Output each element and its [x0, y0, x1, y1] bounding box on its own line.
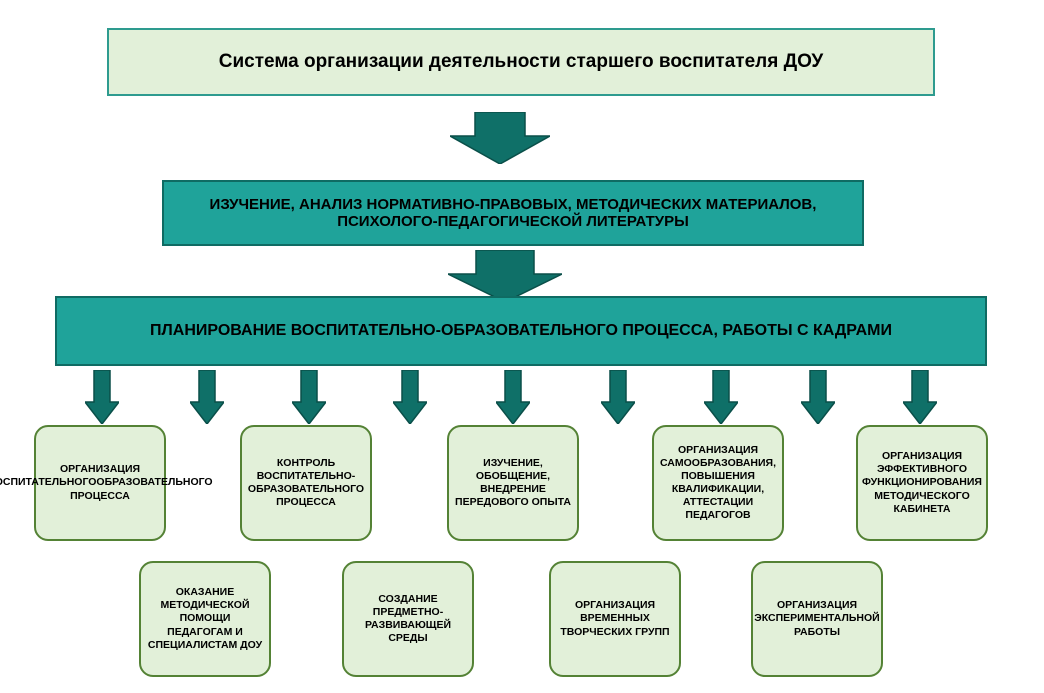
branch-arrow-6 — [704, 370, 738, 424]
row2-leaf-0-label: ОКАЗАНИЕ МЕТОДИЧЕСКОЙ ПОМОЩИ ПЕДАГОГАМ И… — [147, 586, 263, 652]
row2-leaf-0: ОКАЗАНИЕ МЕТОДИЧЕСКОЙ ПОМОЩИ ПЕДАГОГАМ И… — [139, 561, 271, 677]
branch-arrow-8 — [903, 370, 937, 424]
arrow-study-to-planning — [448, 250, 562, 302]
row1-leaf-2-label: ИЗУЧЕНИЕ, ОБОБЩЕНИЕ, ВНЕДРЕНИЕ ПЕРЕДОВОГ… — [455, 457, 571, 510]
branch-arrow-0 — [85, 370, 119, 424]
arrow-title-to-study — [450, 112, 550, 164]
row1-leaf-3-label: ОРГАНИЗАЦИЯ САМООБРАЗОВАНИЯ, ПОВЫШЕНИЯ К… — [660, 444, 776, 523]
row1-leaf-1-label: КОНТРОЛЬ ВОСПИТАТЕЛЬНО-ОБРАЗОВАТЕЛЬНОГО … — [248, 457, 364, 510]
branch-arrow-5 — [601, 370, 635, 424]
planning-text: ПЛАНИРОВАНИЕ ВОСПИТАТЕЛЬНО-ОБРАЗОВАТЕЛЬН… — [150, 322, 892, 340]
row2-leaf-2: ОРГАНИЗАЦИЯ ВРЕМЕННЫХ ТВОРЧЕСКИХ ГРУПП — [549, 561, 681, 677]
branch-arrow-2 — [292, 370, 326, 424]
planning-box: ПЛАНИРОВАНИЕ ВОСПИТАТЕЛЬНО-ОБРАЗОВАТЕЛЬН… — [55, 296, 987, 366]
row1-leaf-1: КОНТРОЛЬ ВОСПИТАТЕЛЬНО-ОБРАЗОВАТЕЛЬНОГО … — [240, 425, 372, 541]
branch-arrow-1 — [190, 370, 224, 424]
row1-leaf-0-label: ОРГАНИЗАЦИЯ ВОСПИТАТЕЛЬНОГООБРАЗОВАТЕЛЬН… — [0, 463, 213, 502]
row1-leaf-4: ОРГАНИЗАЦИЯ ЭФФЕКТИВНОГО ФУНКЦИОНИРОВАНИ… — [856, 425, 988, 541]
title-text: Система организации деятельности старшег… — [219, 51, 824, 73]
branch-arrow-4 — [496, 370, 530, 424]
row2-leaf-1-label: СОЗДАНИЕ ПРЕДМЕТНО-РАЗВИВАЮЩЕЙ СРЕДЫ — [350, 593, 466, 646]
study-analysis-box: ИЗУЧЕНИЕ, АНАЛИЗ НОРМАТИВНО-ПРАВОВЫХ, МЕ… — [162, 180, 864, 246]
title-box: Система организации деятельности старшег… — [107, 28, 935, 96]
study-analysis-text: ИЗУЧЕНИЕ, АНАЛИЗ НОРМАТИВНО-ПРАВОВЫХ, МЕ… — [170, 196, 856, 230]
row1-leaf-0: ОРГАНИЗАЦИЯ ВОСПИТАТЕЛЬНОГООБРАЗОВАТЕЛЬН… — [34, 425, 166, 541]
branch-arrow-7 — [801, 370, 835, 424]
row1-leaf-2: ИЗУЧЕНИЕ, ОБОБЩЕНИЕ, ВНЕДРЕНИЕ ПЕРЕДОВОГ… — [447, 425, 579, 541]
branch-arrow-3 — [393, 370, 427, 424]
row2-leaf-3-label: ОРГАНИЗАЦИЯ ЭКСПЕРИМЕНТАЛЬНОЙ РАБОТЫ — [754, 599, 879, 638]
row1-leaf-4-label: ОРГАНИЗАЦИЯ ЭФФЕКТИВНОГО ФУНКЦИОНИРОВАНИ… — [862, 450, 982, 516]
row2-leaf-3: ОРГАНИЗАЦИЯ ЭКСПЕРИМЕНТАЛЬНОЙ РАБОТЫ — [751, 561, 883, 677]
row2-leaf-1: СОЗДАНИЕ ПРЕДМЕТНО-РАЗВИВАЮЩЕЙ СРЕДЫ — [342, 561, 474, 677]
row1-leaf-3: ОРГАНИЗАЦИЯ САМООБРАЗОВАНИЯ, ПОВЫШЕНИЯ К… — [652, 425, 784, 541]
row2-leaf-2-label: ОРГАНИЗАЦИЯ ВРЕМЕННЫХ ТВОРЧЕСКИХ ГРУПП — [557, 599, 673, 638]
